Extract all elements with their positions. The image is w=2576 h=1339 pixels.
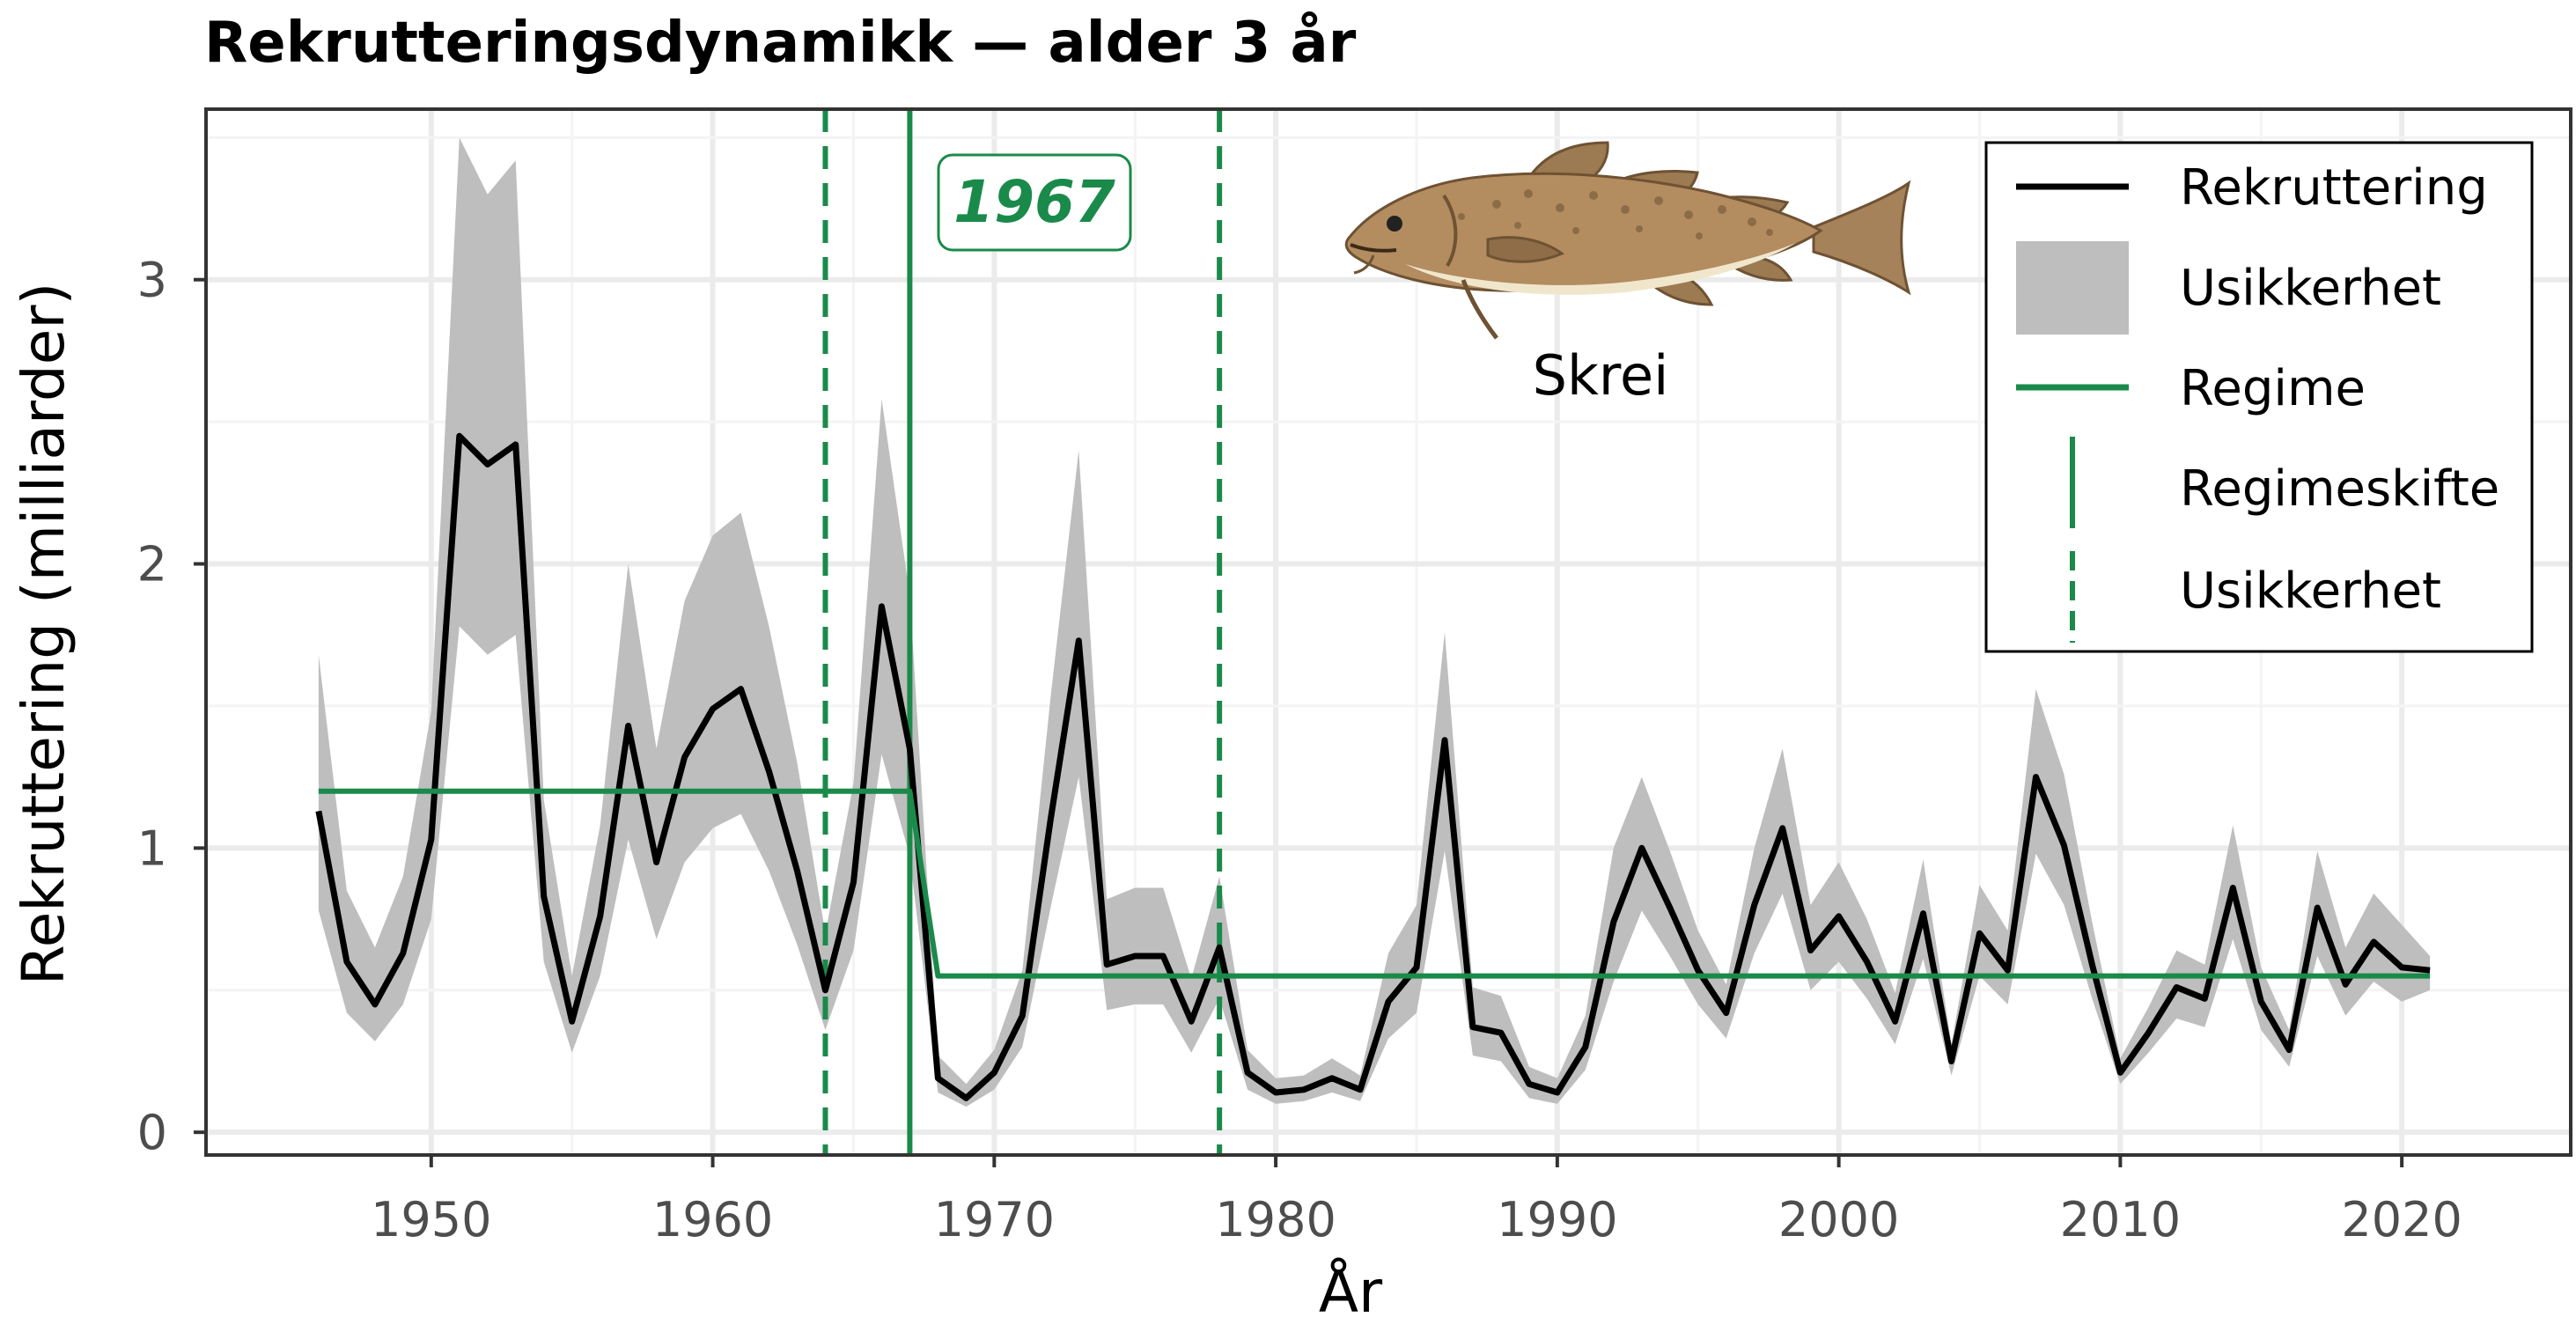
legend-label-shift-usikkerhet: Usikkerhet: [2180, 563, 2441, 620]
fish-gill: [1442, 194, 1458, 268]
x-tick-label-1990: 1990: [1497, 1192, 1617, 1247]
legend-label-usikkerhet-band: Usikkerhet: [2180, 260, 2441, 317]
cod-illustration: [1344, 141, 1911, 340]
y-tick-label-3: 3: [137, 253, 167, 308]
x-axis-ticks: 1950 1960 1970 1980 1990 2000 2010 2020: [371, 1155, 2462, 1247]
x-tick-label-2010: 2010: [2060, 1192, 2181, 1247]
chart-title: Rekrutteringsdynamikk — alder 3 år: [204, 11, 1357, 76]
legend-box: [1984, 141, 2534, 653]
fish-spots: [1458, 189, 1773, 239]
fish-belly: [1405, 243, 1796, 295]
legend-label-rekruttering: Rekruttering: [2180, 159, 2488, 217]
fish-barbel: [1353, 254, 1375, 275]
uncertainty-band-layer: [318, 137, 2431, 1107]
x-axis-label: År: [1319, 1258, 1383, 1326]
y-tick-label-0: 0: [137, 1105, 167, 1160]
x-tick-label-2020: 2020: [2341, 1192, 2462, 1247]
recruitment-line: [315, 432, 2431, 1101]
x-tick-label-1970: 1970: [934, 1192, 1055, 1247]
series-lines: [315, 432, 2431, 1101]
fish-pectoral-fin: [1486, 236, 1565, 263]
uncertainty-band: [318, 137, 2431, 1107]
fish-pelvic-fin: [1461, 279, 1498, 340]
fish-body: [1344, 172, 1823, 292]
fish-tail: [1812, 180, 1911, 296]
x-tick-label-1960: 1960: [652, 1192, 773, 1247]
plot-border: [204, 107, 2572, 1157]
legend-label-regimeskifte: Regimeskifte: [2180, 460, 2499, 518]
legend: Rekruttering Usikkerhet Regime Regimeski…: [1984, 141, 2534, 653]
fish-label: Skrei: [1533, 343, 1669, 408]
annotation-box: [937, 153, 1132, 252]
x-tick-label-2000: 2000: [1778, 1192, 1899, 1247]
y-tick-label-1: 1: [137, 820, 167, 876]
annotation-label: 1967: [953, 168, 1115, 236]
legend-key-usikkerhet-band: [2016, 241, 2129, 335]
x-tick-label-1950: 1950: [371, 1192, 491, 1247]
y-tick-label-2: 2: [137, 537, 167, 592]
legend-label-regime: Regime: [2180, 360, 2366, 417]
y-axis-ticks: 0 1 2 3: [137, 253, 206, 1160]
fish-eye: [1387, 216, 1402, 232]
y-axis-label: Rekruttering (milliarder): [10, 283, 77, 985]
fish-mouth: [1350, 243, 1397, 253]
regime-line: [318, 788, 2431, 979]
x-tick-label-1980: 1980: [1215, 1192, 1336, 1247]
